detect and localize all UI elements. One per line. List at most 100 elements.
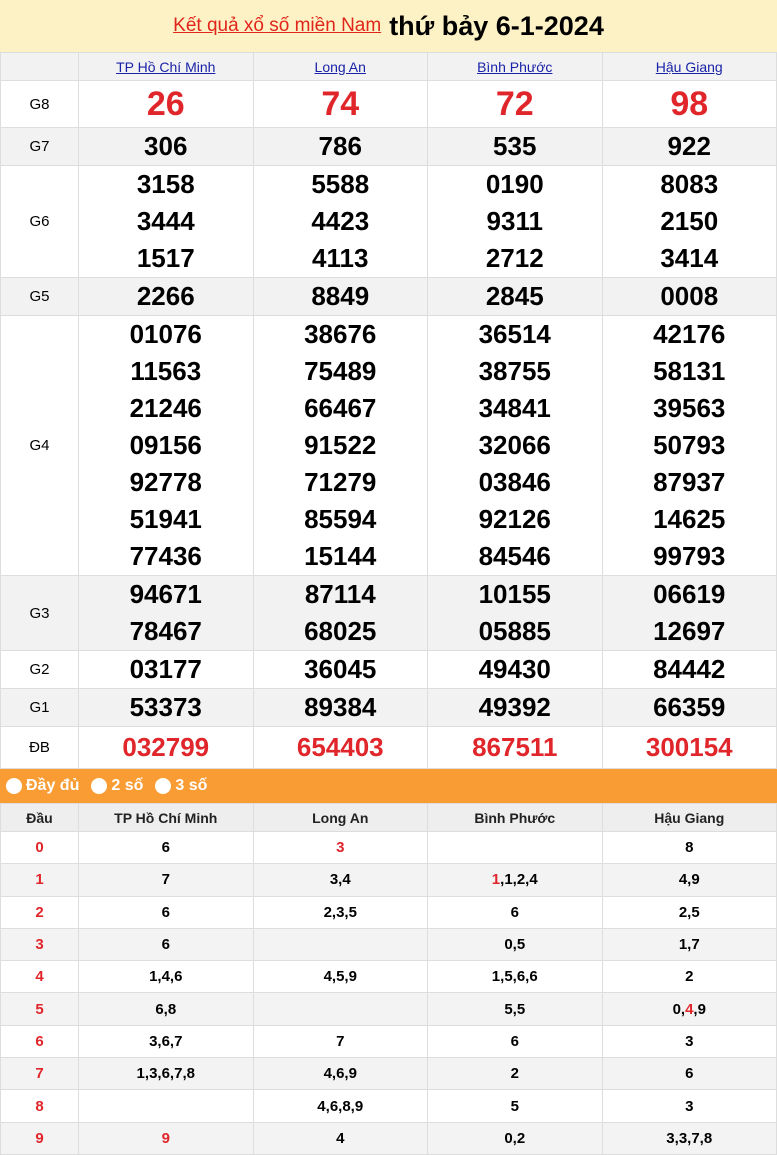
results-link[interactable]: Kết quả xổ số miền Nam [173,15,382,36]
prize-cell: 36045 [252,650,428,689]
prize-number: 300154 [645,732,733,762]
tail-digits-cell: 5 [427,1089,603,1123]
prize-number: 32066 [478,430,551,460]
prize-number: 85594 [304,504,377,534]
prize-number: 3158 [136,169,195,199]
tail-digits-cell: 6 [78,895,254,929]
tail-digits-cell: 4,5,9 [252,960,428,994]
prize-number: 84442 [653,654,726,684]
dau-row: 2 6 2,3,5 6 2,5 [0,895,777,929]
prize-number: 42176 [653,319,726,349]
tail-digits-cell: 6,8 [78,992,254,1026]
separator: , [338,1097,343,1115]
prize-cell: 38676 75489 66467 91522 71279 85594 15144 [252,315,428,576]
tail-digit: 8 [167,1000,177,1018]
tail-digit: 8 [342,1097,351,1115]
separator: , [525,871,530,889]
head-digit: 1 [0,863,79,897]
prize-number: 03846 [478,467,551,497]
tail-digits-cell [78,1089,254,1123]
separator: , [512,936,517,954]
tail-digits-cell: 4,6,9 [252,1057,428,1091]
province-link[interactable]: TP Hồ Chí Minh [116,58,216,75]
radio-icon[interactable] [91,778,108,794]
dau-row: 1 7 3,4 1,1,2,4 4,9 [0,863,777,897]
prize-number: 1517 [136,243,195,273]
tail-digit: 9 [161,1129,170,1147]
tail-digit: 2 [516,871,526,889]
tail-digit: 6 [161,903,170,921]
tail-digits-cell: 6 [601,1057,777,1091]
prize-number: 05885 [478,616,551,646]
tail-digit: 2 [685,968,694,986]
dau-province-header: Hậu Giang [601,803,777,832]
prize-row: G6 3158 3444 1517 5588 4423 4113 0190 9311 2712 80… [0,165,777,278]
tail-digits-cell: 0,2 [427,1121,603,1155]
prize-number: 3414 [660,243,719,273]
province-header: TP Hồ Chí Minh [78,52,254,81]
province-link[interactable]: Bình Phước [477,58,553,75]
prize-number: 2712 [485,243,544,273]
separator: , [331,1065,337,1083]
prize-number: 87937 [653,467,726,497]
prize-number: 26 [146,85,185,123]
head-digit: 3 [0,927,79,962]
prize-label: G7 [0,127,79,166]
separator: , [338,871,343,889]
filter-2-digits[interactable]: 2 số [91,777,143,795]
separator: , [350,1097,355,1115]
separator: , [687,903,692,921]
separator: , [687,871,692,889]
prize-row: ĐB 032799 654403 867511 300154 [0,726,777,769]
prize-number: 09156 [129,430,202,460]
filter-full[interactable]: Đầy đủ [6,777,79,795]
dau-province-header: TP Hồ Chí Minh [78,803,254,832]
prize-number: 53373 [129,692,202,722]
prize-number: 74 [321,85,360,123]
dau-row: 4 1,4,6 4,5,9 1,5,6,6 2 [0,960,777,994]
prize-number: 8849 [311,281,370,311]
tail-digit: 3 [685,1032,694,1050]
radio-icon[interactable] [155,778,172,794]
tail-digit: 0 [504,1129,513,1147]
tail-digit: 6 [161,1032,170,1050]
prize-cell: 8083 2150 3414 [601,165,777,278]
tail-digits-cell: 4,6,8,9 [252,1089,428,1123]
separator: , [182,1065,187,1083]
tail-digit: 6 [510,1032,519,1050]
province-link[interactable]: Hậu Giang [655,58,723,75]
dau-row: 8 4,6,8,9 5 3 [0,1089,777,1123]
dau-row: 6 3,6,7 7 6 3 [0,1024,777,1059]
prize-number: 66359 [653,692,726,722]
filter-3-digits[interactable]: 3 số [155,777,207,795]
tail-digit: 3 [336,903,345,921]
tail-digit: 4 [161,968,170,986]
tail-digits-cell: 3,6,7 [78,1024,254,1059]
prize-number: 49430 [478,654,551,684]
prize-number: 15144 [304,541,377,571]
prize-cell: 10155 05885 [427,575,603,651]
tail-digit: 4 [685,1000,694,1018]
prize-cell: 03177 [78,650,254,689]
tail-digit: 7 [336,1032,345,1050]
tail-digits-cell: 2 [601,960,777,994]
tail-digit: 5 [504,968,513,986]
tail-digits-cell: 2 [427,1057,603,1091]
tail-digit: 6 [174,968,183,986]
prize-cell: 26 [78,80,254,128]
prize-number: 94671 [129,579,202,609]
tail-digit: 9 [691,871,700,889]
prize-cell: 867511 [427,726,603,769]
prize-cell: 06619 12697 [601,575,777,651]
prize-number: 34841 [478,393,551,423]
prize-number: 51941 [129,504,202,534]
prize-number: 5588 [311,169,370,199]
tail-digit: 9 [697,1000,706,1018]
tail-digits-cell: 0,5 [427,927,603,962]
separator: , [157,968,162,986]
head-digit: 6 [0,1024,79,1059]
radio-icon[interactable] [6,778,22,794]
province-header: Hậu Giang [601,52,777,81]
separator: , [680,1000,686,1018]
province-link[interactable]: Long An [314,58,366,75]
